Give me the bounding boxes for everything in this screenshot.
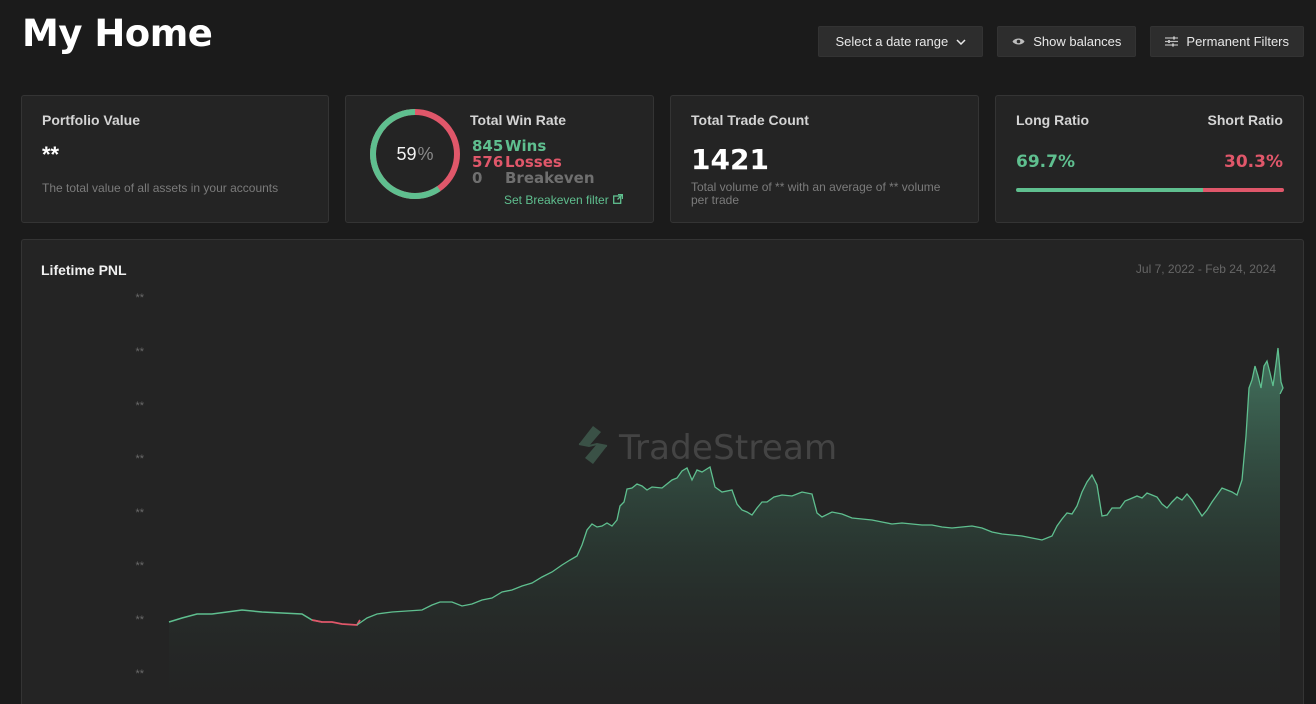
y-axis-label: ** [135, 668, 144, 680]
y-axis-label: ** [135, 560, 144, 572]
long-short-ratio-bar [1016, 188, 1284, 192]
breakeven-row: 0 Breakeven [472, 170, 595, 186]
lifetime-pnl-card: Lifetime PNL Jul 7, 2022 - Feb 24, 2024 … [21, 239, 1304, 704]
y-axis-label: ** [135, 400, 144, 412]
losses-row: 576 Losses [472, 154, 595, 170]
pnl-line-positive [168, 609, 323, 623]
long-short-ratio-card: Long Ratio Short Ratio 69.7% 30.3% [995, 95, 1304, 223]
date-range-button[interactable]: Select a date range [818, 26, 984, 57]
trade-count-value: 1421 [691, 143, 769, 176]
permanent-filters-label: Permanent Filters [1186, 34, 1289, 49]
lifetime-pnl-date-range: Jul 7, 2022 - Feb 24, 2024 [1135, 262, 1276, 276]
trade-count-card: Total Trade Count 1421 Total volume of *… [670, 95, 979, 223]
pnl-line-positive-main [356, 347, 1284, 626]
trade-count-description: Total volume of ** with an average of **… [691, 180, 941, 207]
watermark-text: TradeStream [619, 427, 838, 468]
page-title: My Home [22, 12, 213, 55]
wins-count: 845 [472, 137, 504, 155]
y-axis-label: ** [135, 507, 144, 519]
wins-row: 845 Wins [472, 138, 595, 154]
short-ratio-value: 30.3% [1224, 152, 1283, 172]
sliders-icon [1165, 36, 1179, 47]
set-breakeven-filter-label: Set Breakeven filter [504, 193, 609, 207]
y-axis-label: ** [135, 346, 144, 358]
win-rate-percent-sign: % [417, 143, 434, 164]
tradestream-logo-icon [575, 422, 611, 473]
win-rate-donut [370, 109, 460, 199]
short-ratio-fill [1202, 188, 1284, 192]
y-axis-label: ** [135, 614, 144, 626]
portfolio-value-description: The total value of all assets in your ac… [42, 181, 279, 195]
win-rate-percent: 59% [368, 107, 462, 201]
y-axis-label: ** [135, 453, 144, 465]
win-rate-card: 59% Total Win Rate 845 Wins 576 Losses 0… [345, 95, 654, 223]
donut-win-arc [370, 109, 460, 199]
long-ratio-fill [1016, 188, 1203, 192]
eye-icon [1012, 37, 1025, 46]
header-toolbar: Select a date range Show balances Perman… [818, 26, 1304, 57]
short-ratio-title: Short Ratio [1207, 112, 1283, 128]
win-rate-value: 59 [396, 143, 417, 164]
long-ratio-title: Long Ratio [1016, 112, 1090, 128]
win-rate-title: Total Win Rate [470, 112, 567, 128]
losses-count: 576 [472, 153, 504, 171]
set-breakeven-filter-link[interactable]: Set Breakeven filter [504, 193, 623, 207]
losses-label: Losses [505, 153, 562, 171]
pnl-chart [168, 347, 1284, 704]
trade-count-title: Total Trade Count [691, 112, 809, 128]
breakeven-label: Breakeven [505, 169, 595, 187]
date-range-label: Select a date range [835, 34, 949, 49]
tradestream-watermark: TradeStream [575, 422, 837, 473]
portfolio-value-title: Portfolio Value [42, 112, 141, 128]
win-loss-breakdown: 845 Wins 576 Losses 0 Breakeven [472, 138, 595, 186]
permanent-filters-button[interactable]: Permanent Filters [1150, 26, 1304, 57]
chevron-down-icon [956, 38, 966, 45]
external-link-icon [612, 193, 623, 207]
show-balances-button[interactable]: Show balances [997, 26, 1137, 57]
y-axis-label: ** [135, 292, 144, 304]
portfolio-value: ** [42, 142, 60, 167]
pnl-area [169, 348, 1283, 704]
wins-label: Wins [505, 137, 547, 155]
show-balances-label: Show balances [1033, 34, 1122, 49]
breakeven-count: 0 [472, 169, 483, 187]
portfolio-value-card: Portfolio Value ** The total value of al… [21, 95, 329, 223]
long-ratio-value: 69.7% [1016, 152, 1075, 172]
lifetime-pnl-title: Lifetime PNL [41, 262, 127, 278]
